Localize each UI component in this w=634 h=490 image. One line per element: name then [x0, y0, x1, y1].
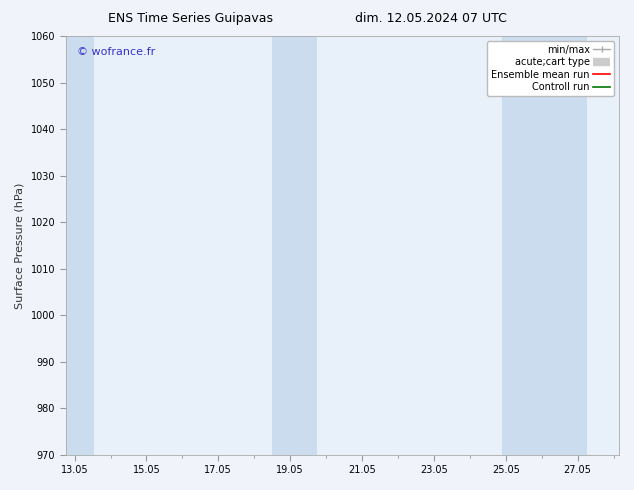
- Text: dim. 12.05.2024 07 UTC: dim. 12.05.2024 07 UTC: [355, 12, 507, 25]
- Bar: [65, 36, 94, 455]
- Text: © wofrance.fr: © wofrance.fr: [77, 47, 155, 57]
- Y-axis label: Surface Pressure (hPa): Surface Pressure (hPa): [15, 182, 25, 309]
- Text: ENS Time Series Guipavas: ENS Time Series Guipavas: [108, 12, 273, 25]
- Bar: [502, 36, 586, 455]
- Legend: min/max, acute;cart type, Ensemble mean run, Controll run: min/max, acute;cart type, Ensemble mean …: [488, 41, 614, 96]
- Bar: [272, 36, 317, 455]
